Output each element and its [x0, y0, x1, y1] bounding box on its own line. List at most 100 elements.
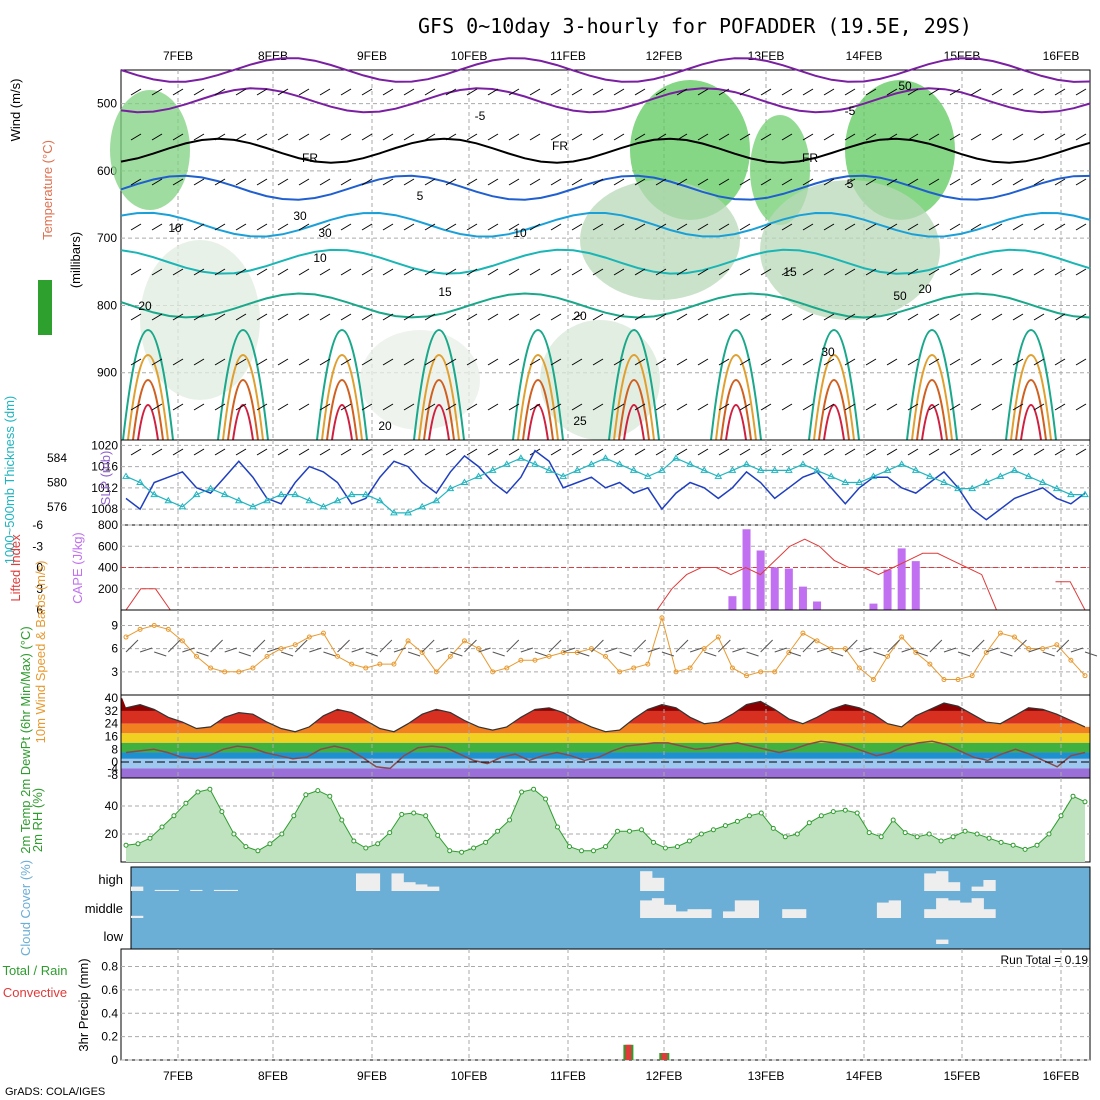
wind-barb-0-27 [697, 88, 709, 96]
thermal-contour-1-1 [222, 354, 264, 441]
rh-point-63 [878, 834, 884, 840]
rh-point-58 [818, 813, 824, 819]
wind-barb-8-15 [445, 448, 457, 456]
contour-label-9: 10 [313, 251, 327, 265]
wind-barb-10m-32 [577, 651, 590, 657]
rh-point-77 [1046, 831, 1052, 837]
cape-ytick-600: 600 [98, 539, 118, 553]
temp-band-4 [121, 742, 1090, 753]
rh-point-50 [722, 823, 728, 829]
wind-barb-8-26 [676, 448, 688, 456]
wind-barb-0-6 [256, 88, 268, 96]
wind-barb-1-20 [550, 133, 562, 141]
cloud-middle-bar-64 [888, 900, 901, 918]
rh-point-13 [279, 831, 285, 837]
cape-bar-46 [770, 567, 779, 610]
thickness-point-15 [333, 496, 342, 504]
wind-barb-6-34 [844, 358, 856, 366]
cape-bar-48 [798, 586, 807, 610]
wind-speed-point-30 [546, 653, 552, 659]
thermal-contour-4-3 [527, 404, 549, 441]
wind-speed-point-41 [701, 646, 707, 652]
wind-barb-7-29 [739, 403, 751, 411]
wind-barb-3-13 [403, 223, 415, 231]
date-label-bottom-12FEB: 12FEB [646, 1069, 683, 1083]
wind-barb-5-30 [760, 313, 772, 321]
thermal-contour-2-1 [321, 354, 363, 441]
wind-barb-5-34 [844, 313, 856, 321]
rh-shade-8 [360, 330, 480, 430]
rh-point-22 [387, 830, 393, 836]
cloud-high-bar-0 [131, 886, 144, 891]
wind-barb-5-5 [235, 313, 247, 321]
rh-point-39 [591, 848, 596, 854]
wind-barb-1-22 [592, 133, 604, 141]
wind-speed-point-37 [645, 661, 651, 667]
wind-barb-10m-9 [252, 639, 266, 653]
wind-barb-2-13 [403, 178, 415, 186]
wind-speed-point-61 [983, 650, 989, 655]
wind-barb-8-38 [928, 448, 940, 456]
wind-barb-7-22 [592, 403, 604, 411]
wind-barb-5-25 [655, 313, 667, 321]
wind-barb-1-13 [403, 133, 415, 141]
wind-barb-8-20 [550, 448, 562, 456]
wind-barb-0-45 [1075, 88, 1087, 96]
wind-barb-4-12 [382, 268, 394, 276]
wind-barb-4-18 [508, 268, 520, 276]
rh-point-8 [219, 809, 225, 815]
cloud-middle-bar-0 [131, 915, 144, 918]
wind-barb-5-12 [382, 313, 394, 321]
thickness-point-4 [178, 502, 187, 510]
wind-speed-point-17 [363, 665, 369, 671]
wind-barb-3-5 [235, 223, 247, 231]
thickness-point-0 [122, 472, 130, 479]
wind-barb-8-22 [592, 448, 604, 456]
thickness-point-34 [601, 454, 610, 461]
wind-barb-0-30 [760, 88, 772, 96]
contour-label-20: 30 [293, 209, 307, 223]
wind-barb-1-32 [802, 133, 814, 141]
wind-barb-8-34 [844, 448, 856, 456]
precip-ylabel-total: Total / Rain [2, 963, 67, 978]
rh-point-49 [710, 827, 716, 833]
cloud-middle-bar-63 [876, 902, 890, 918]
wind-barb-8-7 [277, 448, 289, 456]
li-ytick-4: 6 [36, 603, 43, 617]
wind-barb-0-21 [571, 88, 583, 96]
wind-barb-1-6 [256, 133, 268, 141]
thermal-contour-1-3 [232, 404, 254, 441]
wind-barb-7-16 [466, 403, 478, 411]
wind-barb-1-36 [886, 133, 898, 141]
wind-barb-4-37 [907, 268, 919, 276]
wind-barb-6-10 [340, 358, 352, 366]
date-label-top-10FEB: 10FEB [451, 49, 488, 63]
wind-barb-1-45 [1075, 133, 1087, 141]
rh-point-9 [231, 831, 237, 837]
wind-barb-3-40 [970, 223, 982, 231]
wind-barb-8-10 [340, 448, 352, 456]
wind-barb-8-28 [718, 448, 730, 456]
wind-speed-point-20 [405, 638, 411, 644]
wind-barb-5-37 [907, 313, 919, 321]
wind-barb-0-25 [655, 88, 667, 96]
wind-barb-1-35 [865, 133, 877, 141]
temp-band-6 [121, 758, 1090, 769]
wind-speed-point-1 [137, 626, 143, 632]
wind-barb-0-22 [592, 88, 604, 96]
wind-speed-point-60 [969, 673, 975, 679]
wind-barb-7-38 [928, 403, 940, 411]
wind-speed-point-23 [447, 653, 453, 659]
cloud-middle-bar-43 [640, 900, 653, 918]
wind-barb-7-44 [1054, 403, 1066, 411]
thermal-contour-8-2 [916, 379, 948, 441]
wind-barb-2-18 [508, 178, 520, 186]
wind-barb-7-37 [907, 403, 919, 411]
wind-barb-1-10 [340, 133, 352, 141]
wind-barb-0-18 [508, 88, 520, 96]
wind-barb-7-3 [193, 403, 205, 411]
thickness-point-12 [291, 490, 300, 498]
wind-barb-7-0 [130, 403, 142, 411]
wind-barb-1-8 [298, 133, 310, 141]
